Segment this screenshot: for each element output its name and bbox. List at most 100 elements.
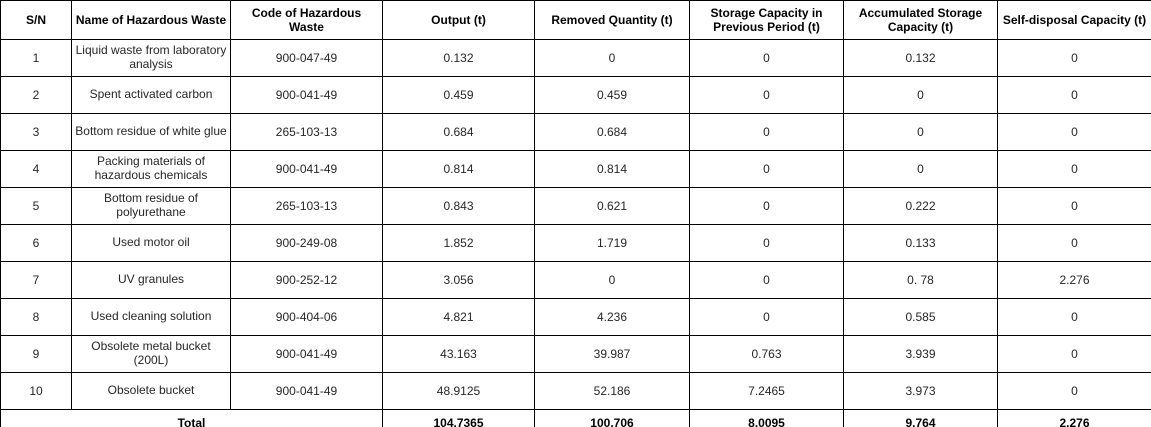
cell-self-disposal: 2.276 [997, 261, 1151, 299]
cell-self-disposal: 0 [997, 39, 1151, 77]
cell-storage-previous: 7.2465 [689, 372, 844, 410]
cell-removed: 0.621 [534, 187, 690, 225]
cell-storage-previous: 0 [689, 113, 844, 151]
cell-name: Spent activated carbon [71, 76, 231, 114]
table-row: 3 Bottom residue of white glue 265-103-13 0… [0, 113, 1151, 151]
cell-output: 0.684 [382, 113, 535, 151]
table-row: 10 Obsolete bucket 900-041-49 48.9125 52.186… [0, 372, 1151, 410]
cell-removed: 0.459 [534, 76, 690, 114]
cell-self-disposal: 0 [997, 372, 1151, 410]
cell-code: 265-103-13 [230, 113, 383, 151]
cell-accumulated: 0. 78 [843, 261, 998, 299]
cell-output: 0.132 [382, 39, 535, 77]
cell-code: 900-404-06 [230, 298, 383, 336]
cell-name: Packing materials of hazardous chemicals [71, 150, 231, 188]
cell-name: Obsolete metal bucket (200L) [71, 335, 231, 373]
table-row: 4 Packing materials of hazardous chemical… [0, 150, 1151, 188]
cell-output: 0.459 [382, 76, 535, 114]
cell-self-disposal: 0 [997, 335, 1151, 373]
cell-output: 48.9125 [382, 372, 535, 410]
cell-self-disposal: 0 [997, 150, 1151, 188]
table-row: 6 Used motor oil 900-249-08 1.852 1.719 0 0.13… [0, 224, 1151, 262]
cell-code: 900-041-49 [230, 76, 383, 114]
cell-name: UV granules [71, 261, 231, 299]
cell-storage-previous: 0 [689, 39, 844, 77]
cell-name: Used cleaning solution [71, 298, 231, 336]
cell-code: 900-252-12 [230, 261, 383, 299]
cell-sn: 9 [0, 335, 72, 373]
table-row: 2 Spent activated carbon 900-041-49 0.459 0.… [0, 76, 1151, 114]
cell-removed: 39.987 [534, 335, 690, 373]
cell-self-disposal: 0 [997, 113, 1151, 151]
cell-code: 900-041-49 [230, 372, 383, 410]
cell-output: 0.843 [382, 187, 535, 225]
cell-name: Bottom residue of polyurethane [71, 187, 231, 225]
cell-removed: 0 [534, 39, 690, 77]
header-removed: Removed Quantity (t) [534, 0, 690, 40]
cell-self-disposal: 0 [997, 187, 1151, 225]
total-removed: 100.706 [534, 409, 690, 427]
total-accumulated: 9.764 [843, 409, 998, 427]
total-output: 104.7365 [382, 409, 535, 427]
cell-code: 900-041-49 [230, 335, 383, 373]
cell-sn: 1 [0, 39, 72, 77]
cell-accumulated: 3.939 [843, 335, 998, 373]
cell-sn: 10 [0, 372, 72, 410]
cell-storage-previous: 0 [689, 224, 844, 262]
cell-code: 900-249-08 [230, 224, 383, 262]
cell-removed: 4.236 [534, 298, 690, 336]
cell-accumulated: 0.585 [843, 298, 998, 336]
cell-sn: 8 [0, 298, 72, 336]
table-row: 1 Liquid waste from laboratory analysis 90… [0, 39, 1151, 77]
cell-name: Liquid waste from laboratory analysis [71, 39, 231, 77]
table-row: 7 UV granules 900-252-12 3.056 0 0 0. 78 2.276 [0, 261, 1151, 299]
total-storage-previous: 8.0095 [689, 409, 844, 427]
cell-output: 4.821 [382, 298, 535, 336]
header-sn: S/N [0, 0, 72, 40]
header-output: Output (t) [382, 0, 535, 40]
cell-storage-previous: 0 [689, 150, 844, 188]
cell-accumulated: 0.222 [843, 187, 998, 225]
cell-sn: 3 [0, 113, 72, 151]
table-row: 9 Obsolete metal bucket (200L) 900-041-49 4… [0, 335, 1151, 373]
cell-storage-previous: 0 [689, 298, 844, 336]
cell-name: Obsolete bucket [71, 372, 231, 410]
cell-sn: 5 [0, 187, 72, 225]
total-row: Total 104.7365 100.706 8.0095 9.764 2.27… [0, 409, 1151, 427]
cell-name: Used motor oil [71, 224, 231, 262]
cell-accumulated: 0.132 [843, 39, 998, 77]
cell-removed: 0.814 [534, 150, 690, 188]
cell-sn: 2 [0, 76, 72, 114]
cell-removed: 1.719 [534, 224, 690, 262]
total-label: Total [0, 409, 383, 427]
header-self-disposal: Self-disposal Capacity (t) [997, 0, 1151, 40]
header-row: S/N Name of Hazardous Waste Code of Haza… [0, 0, 1151, 40]
cell-accumulated: 0.133 [843, 224, 998, 262]
cell-output: 43.163 [382, 335, 535, 373]
cell-output: 3.056 [382, 261, 535, 299]
cell-self-disposal: 0 [997, 76, 1151, 114]
header-name: Name of Hazardous Waste [71, 0, 231, 40]
cell-sn: 4 [0, 150, 72, 188]
cell-removed: 0.684 [534, 113, 690, 151]
table-row: 5 Bottom residue of polyurethane 265-103-1… [0, 187, 1151, 225]
cell-sn: 6 [0, 224, 72, 262]
cell-removed: 0 [534, 261, 690, 299]
cell-name: Bottom residue of white glue [71, 113, 231, 151]
cell-code: 265-103-13 [230, 187, 383, 225]
cell-storage-previous: 0 [689, 261, 844, 299]
cell-accumulated: 3.973 [843, 372, 998, 410]
cell-output: 1.852 [382, 224, 535, 262]
header-storage-previous: Storage Capacity in Previous Period (t) [689, 0, 844, 40]
cell-accumulated: 0 [843, 113, 998, 151]
table-row: 8 Used cleaning solution 900-404-06 4.821 4.… [0, 298, 1151, 336]
header-code: Code of Hazardous Waste [230, 0, 383, 40]
cell-self-disposal: 0 [997, 224, 1151, 262]
total-self-disposal: 2.276 [997, 409, 1151, 427]
cell-sn: 7 [0, 261, 72, 299]
header-accumulated: Accumulated Storage Capacity (t) [843, 0, 998, 40]
cell-self-disposal: 0 [997, 298, 1151, 336]
cell-storage-previous: 0 [689, 76, 844, 114]
